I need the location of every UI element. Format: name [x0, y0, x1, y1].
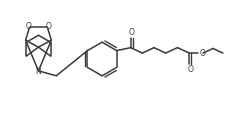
Text: O: O — [45, 22, 51, 31]
Text: O: O — [187, 65, 193, 74]
Text: O: O — [129, 28, 135, 37]
Text: N: N — [36, 67, 41, 76]
Text: O: O — [199, 49, 205, 58]
Text: O: O — [26, 22, 32, 31]
